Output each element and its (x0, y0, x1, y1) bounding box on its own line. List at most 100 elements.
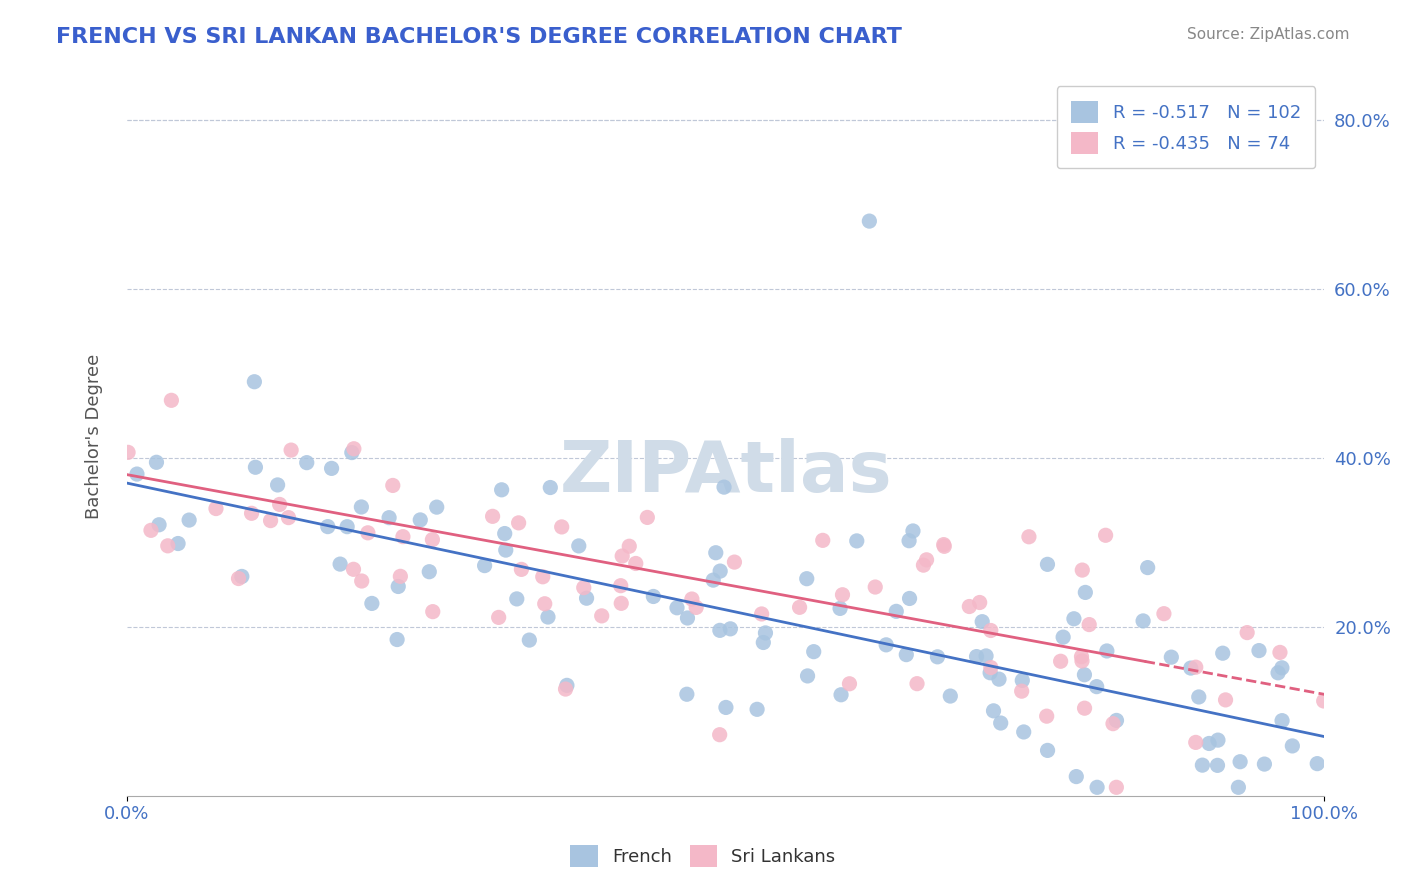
Point (685, 600, 707, 615)
Point (796, 669, 818, 683)
Point (939, 689, 962, 703)
Point (796, 572, 818, 586)
Point (280, 443, 302, 458)
Point (491, 483, 513, 497)
Point (1073, 701, 1095, 715)
Point (831, 588, 853, 602)
Point (702, 573, 724, 587)
Point (343, 442, 366, 456)
Point (811, 533, 834, 548)
Point (1271, 714, 1294, 728)
Point (1180, 661, 1202, 675)
Point (381, 478, 404, 492)
Point (1071, 563, 1094, 577)
Point (624, 557, 647, 571)
Point (979, 665, 1001, 680)
Point (1132, 614, 1154, 628)
Point (875, 638, 897, 652)
Point (980, 660, 1002, 674)
Legend: R = -0.517   N = 102, R = -0.435   N = 74: R = -0.517 N = 102, R = -0.435 N = 74 (1057, 87, 1316, 169)
Point (1267, 665, 1289, 680)
Point (228, 572, 250, 586)
Point (912, 558, 935, 573)
Text: FRENCH VS SRI LANKAN BACHELOR'S DEGREE CORRELATION CHART: FRENCH VS SRI LANKAN BACHELOR'S DEGREE C… (56, 27, 903, 46)
Point (1188, 690, 1211, 704)
Point (1105, 780, 1128, 795)
Point (1094, 528, 1116, 542)
Point (1212, 646, 1234, 660)
Point (1184, 660, 1206, 674)
Point (865, 580, 887, 594)
Point (1078, 617, 1101, 632)
Point (259, 514, 281, 528)
Point (1229, 755, 1251, 769)
Point (610, 596, 633, 610)
Point (752, 635, 775, 649)
Point (858, 214, 880, 228)
Point (1036, 743, 1059, 757)
Point (988, 672, 1011, 686)
Point (1095, 644, 1118, 658)
Point (884, 604, 907, 618)
Point (713, 480, 735, 494)
Point (1215, 693, 1237, 707)
Text: ZIPAtlas: ZIPAtlas (560, 438, 891, 507)
Point (709, 728, 731, 742)
Y-axis label: Bachelor's Degree: Bachelor's Degree (86, 354, 103, 519)
Point (1074, 585, 1097, 599)
Point (636, 510, 658, 524)
Point (1247, 643, 1270, 657)
Point (838, 677, 860, 691)
Point (160, 393, 183, 408)
Point (266, 478, 288, 492)
Point (969, 595, 991, 609)
Point (751, 607, 773, 621)
Point (980, 624, 1002, 638)
Point (1011, 684, 1033, 698)
Point (643, 590, 665, 604)
Point (1198, 736, 1220, 750)
Point (508, 516, 530, 530)
Point (360, 596, 382, 610)
Point (422, 605, 444, 619)
Point (957, 599, 980, 614)
Point (901, 524, 924, 538)
Point (533, 597, 555, 611)
Point (1102, 716, 1125, 731)
Point (1268, 645, 1291, 659)
Point (983, 704, 1005, 718)
Point (1206, 733, 1229, 747)
Point (1052, 630, 1074, 644)
Point (704, 546, 727, 560)
Point (350, 500, 373, 514)
Point (1184, 735, 1206, 749)
Point (531, 570, 554, 584)
Point (1085, 780, 1108, 795)
Point (488, 610, 510, 624)
Point (1105, 714, 1128, 728)
Point (277, 510, 299, 524)
Point (156, 539, 179, 553)
Point (392, 530, 415, 544)
Point (243, 375, 266, 389)
Point (609, 579, 631, 593)
Point (387, 579, 409, 593)
Text: Source: ZipAtlas.com: Source: ZipAtlas.com (1187, 27, 1350, 42)
Point (1136, 560, 1159, 574)
Point (1085, 680, 1108, 694)
Point (409, 513, 432, 527)
Point (537, 610, 560, 624)
Point (336, 519, 359, 533)
Point (1253, 757, 1275, 772)
Point (572, 581, 595, 595)
Point (340, 445, 363, 459)
Point (1018, 530, 1040, 544)
Point (927, 649, 949, 664)
Point (179, 513, 201, 527)
Point (934, 539, 956, 553)
Point (494, 526, 516, 541)
Point (1227, 780, 1250, 795)
Point (1012, 725, 1035, 739)
Point (205, 501, 228, 516)
Point (510, 562, 533, 576)
